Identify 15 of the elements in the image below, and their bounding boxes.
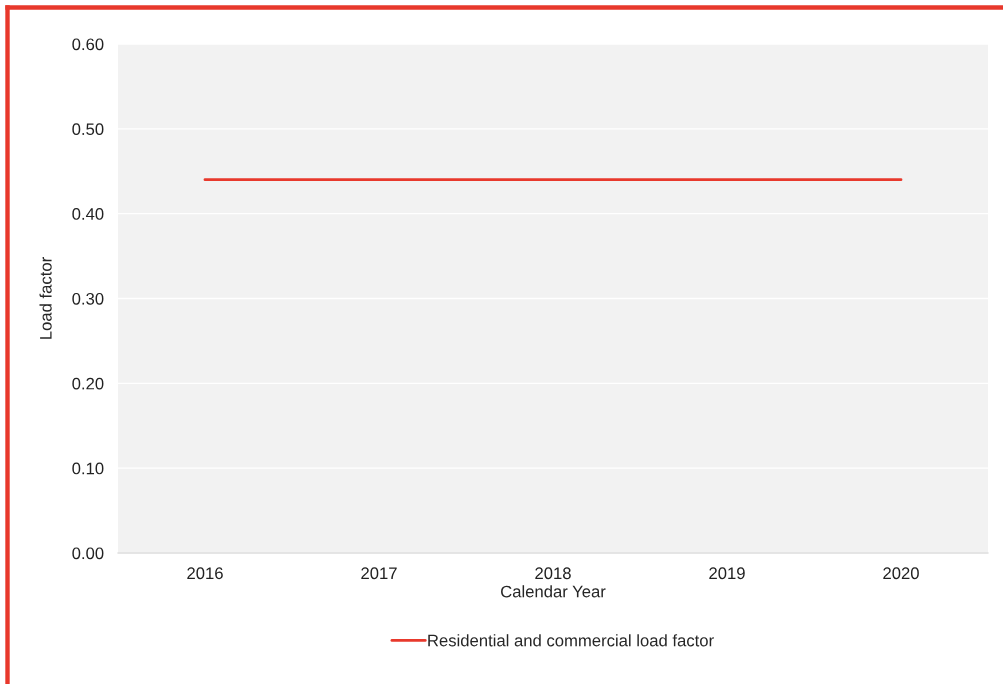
x-axis-title: Calendar Year	[501, 585, 606, 598]
legend-label: Residential and commercial load factor	[428, 634, 714, 647]
x-tick-label: 2016	[187, 567, 223, 580]
y-tick-label: 0.10	[72, 462, 104, 475]
y-tick-label: 0.20	[72, 377, 104, 390]
y-tick-label: 0.00	[72, 547, 104, 560]
x-tick-label: 2019	[709, 567, 745, 580]
y-tick-label: 0.40	[72, 208, 104, 220]
x-tick-label: 2020	[883, 567, 919, 580]
y-tick-label: 0.50	[72, 123, 104, 136]
y-axis-title: Load factor	[39, 257, 52, 339]
y-tick-label: 0.30	[72, 292, 104, 305]
y-tick-label: 0.60	[72, 38, 104, 51]
x-tick-label: 2018	[535, 567, 571, 580]
x-tick-label: 2017	[361, 567, 397, 580]
